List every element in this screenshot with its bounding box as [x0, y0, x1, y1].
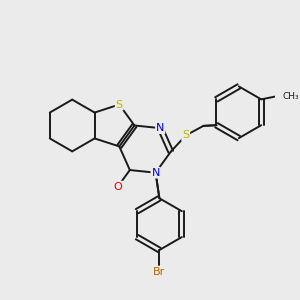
Text: S: S [182, 130, 189, 140]
Text: CH₃: CH₃ [283, 92, 299, 101]
Text: S: S [116, 100, 123, 110]
Text: N: N [152, 168, 160, 178]
Text: Br: Br [153, 267, 166, 278]
Text: O: O [113, 182, 122, 192]
Text: N: N [156, 123, 164, 133]
